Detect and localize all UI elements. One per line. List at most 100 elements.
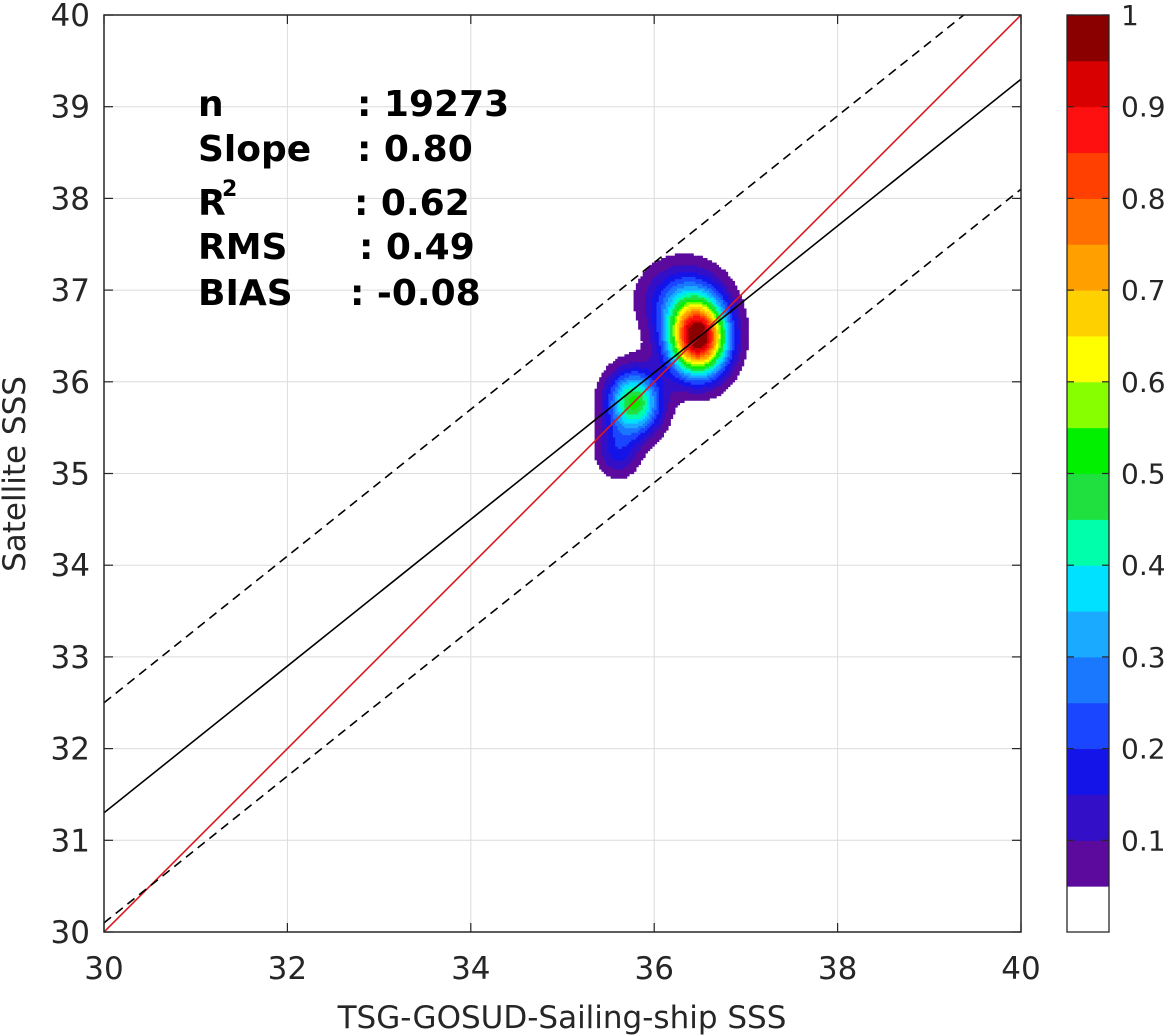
density-cell: [635, 315, 639, 319]
density-cell: [606, 468, 609, 472]
density-cell: [647, 402, 651, 406]
density-cell: [702, 326, 706, 330]
density-cell: [732, 372, 736, 376]
density-cell: [718, 370, 722, 374]
density-cell: [645, 313, 648, 316]
density-cell: [638, 429, 642, 433]
density-cell: [667, 285, 671, 289]
density-cell: [606, 411, 609, 415]
density-cell: [640, 349, 644, 353]
density-cell: [702, 264, 706, 268]
density-cell: [658, 260, 662, 264]
density-cell: [661, 429, 664, 433]
density-cell: [647, 416, 651, 420]
density-cell: [690, 322, 694, 326]
density-cell: [651, 296, 655, 300]
density-cell: [640, 333, 644, 337]
density-cell: [722, 278, 726, 282]
density-cell: [688, 349, 692, 353]
density-cell: [706, 260, 710, 264]
density-cell: [670, 322, 674, 326]
density-cell: [622, 363, 625, 367]
density-cell: [716, 349, 719, 353]
density-cell: [608, 448, 612, 452]
density-cell: [640, 372, 644, 376]
line-regression-minus-spread: [104, 188, 1021, 924]
density-cell: [658, 397, 662, 401]
density-cell: [626, 441, 630, 445]
density-cell: [640, 313, 644, 316]
density-cell: [718, 384, 722, 387]
density-cell: [690, 331, 694, 335]
density-cell: [658, 436, 662, 440]
density-cell: [649, 315, 653, 319]
density-cell: [667, 267, 671, 271]
density-cell: [612, 368, 616, 371]
density-cell: [700, 379, 703, 383]
density-cell: [688, 331, 692, 335]
density-cell: [670, 278, 674, 282]
density-cell: [640, 386, 644, 390]
density-cell: [615, 452, 619, 456]
density-cell: [638, 418, 642, 422]
density-cell: [658, 402, 662, 406]
density-cell: [649, 411, 653, 415]
density-cell: [647, 445, 651, 449]
density-cell: [661, 278, 664, 282]
density-cell: [720, 333, 724, 337]
density-cell: [672, 395, 676, 399]
density-cell: [695, 386, 699, 390]
density-cell: [688, 384, 692, 387]
density-cell: [615, 384, 619, 387]
density-cell: [608, 370, 612, 374]
density-cell: [617, 404, 621, 408]
density-cell: [645, 354, 648, 358]
density-cell: [729, 301, 733, 305]
density-cell: [649, 390, 653, 394]
density-cell: [603, 445, 607, 449]
density-cell: [599, 418, 603, 422]
density-cell: [679, 363, 683, 367]
density-cell: [663, 283, 667, 287]
density-cell: [596, 425, 600, 429]
density-cell: [693, 285, 697, 289]
density-cell: [725, 324, 729, 328]
density-cell: [743, 340, 747, 344]
density-cell: [612, 459, 616, 463]
density-cell: [697, 345, 701, 349]
density-cell: [610, 388, 614, 392]
density-cell: [693, 365, 697, 369]
density-cell: [658, 345, 662, 349]
density-cell: [713, 335, 717, 339]
density-cell: [702, 258, 706, 261]
density-cell: [654, 269, 658, 273]
density-cell: [608, 416, 612, 420]
density-cell: [631, 416, 635, 420]
density-cell: [656, 303, 660, 307]
density-cell: [739, 333, 742, 337]
density-cell: [656, 329, 660, 332]
density-cell: [624, 365, 628, 369]
density-cell: [656, 349, 660, 353]
density-cell: [612, 393, 616, 397]
density-cell: [661, 386, 664, 390]
density-cell: [656, 395, 660, 399]
density-cell: [596, 400, 600, 404]
density-cell: [638, 423, 642, 426]
density-cell: [596, 397, 600, 401]
density-cell: [631, 434, 635, 438]
density-cell: [649, 368, 653, 371]
density-cell: [633, 432, 637, 436]
density-cell: [651, 361, 655, 365]
density-cell: [667, 269, 671, 273]
y-tick-label-5: 35: [51, 457, 90, 493]
density-cell: [729, 361, 733, 365]
density-cell: [716, 358, 719, 362]
density-cell: [628, 425, 632, 429]
density-cell: [713, 347, 717, 351]
density-cell: [684, 280, 687, 284]
density-cell: [686, 285, 690, 289]
density-cell: [732, 349, 736, 353]
density-cell: [635, 303, 639, 307]
density-cell: [599, 452, 603, 456]
